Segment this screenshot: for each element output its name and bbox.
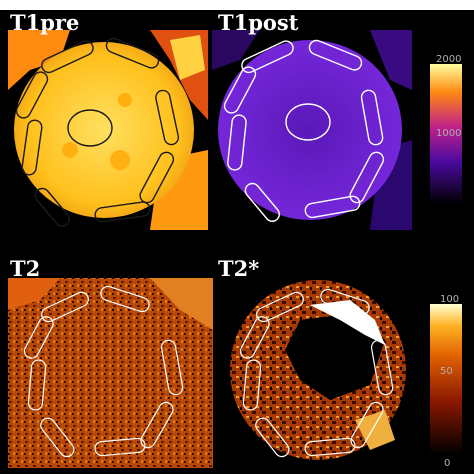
colorbar-bottom: 100 50 0 bbox=[430, 294, 462, 469]
colorbar-top: 2000 1000 bbox=[430, 54, 462, 204]
colorbar-bottom-mid: 50 bbox=[440, 366, 453, 377]
panel-t2star: T2* bbox=[218, 256, 413, 468]
panel-label-t2: T2 bbox=[10, 256, 40, 281]
panel-t1post: T1post bbox=[212, 10, 412, 230]
colorbar-top-mid: 1000 bbox=[436, 128, 461, 139]
panel-t2: T2 bbox=[8, 256, 213, 468]
top-strip bbox=[0, 0, 474, 10]
panel-t1pre: T1pre bbox=[8, 10, 208, 230]
panel-label-t2star: T2* bbox=[218, 256, 259, 281]
panel-label-t1pre: T1pre bbox=[10, 10, 79, 35]
colorbar-bottom-max: 100 bbox=[440, 294, 459, 305]
colorbar-top-max: 2000 bbox=[436, 54, 461, 65]
panel-label-t1post: T1post bbox=[218, 10, 299, 35]
colorbar-bottom-min: 0 bbox=[444, 458, 450, 469]
